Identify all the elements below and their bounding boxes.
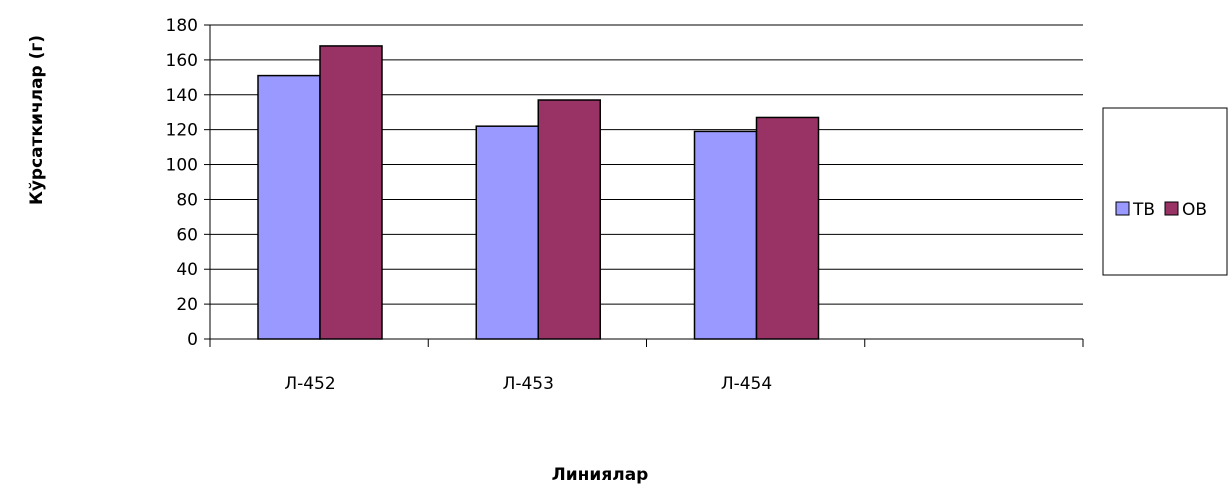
bar-ov-1	[537, 99, 601, 340]
bar-ov-0	[319, 45, 383, 340]
x-tick-label: Л-454	[721, 374, 772, 394]
y-tick-label: 0	[187, 330, 198, 350]
bars	[257, 45, 820, 340]
legend-label-ov: ОВ	[1182, 200, 1207, 220]
y-tick-label: 100	[166, 156, 198, 176]
bar-tv-2	[693, 130, 758, 340]
y-tick-label: 60	[176, 225, 198, 245]
legend-swatch-ov	[1164, 201, 1179, 216]
y-tick-labels: 0 20 40 60 80 100 120 140 160 180	[166, 16, 198, 350]
x-tick-label: Л-453	[503, 374, 554, 394]
y-tick-label: 140	[166, 86, 198, 106]
x-tick-labels: Л-452 Л-453 Л-454	[284, 374, 772, 394]
x-tick-label: Л-452	[284, 374, 335, 394]
bar-tv-1	[475, 125, 539, 340]
legend: ТВ ОВ	[1102, 107, 1228, 276]
y-tick-label: 80	[176, 190, 198, 210]
y-tick-label: 20	[176, 295, 198, 315]
y-tick-label: 160	[166, 51, 198, 71]
y-axis-title: Кўрсаткичлар (г)	[27, 35, 47, 205]
axes	[209, 25, 1084, 347]
y-tick-label: 180	[166, 16, 198, 36]
legend-swatch-tv	[1115, 201, 1130, 216]
bar-tv-0	[257, 74, 321, 340]
y-tick-label: 40	[176, 260, 198, 280]
x-axis-title: Линиялар	[552, 465, 649, 485]
bar-ov-2	[755, 116, 820, 340]
legend-frame	[1102, 107, 1228, 276]
legend-label-tv: ТВ	[1132, 200, 1155, 220]
y-tick-label: 120	[166, 121, 198, 141]
